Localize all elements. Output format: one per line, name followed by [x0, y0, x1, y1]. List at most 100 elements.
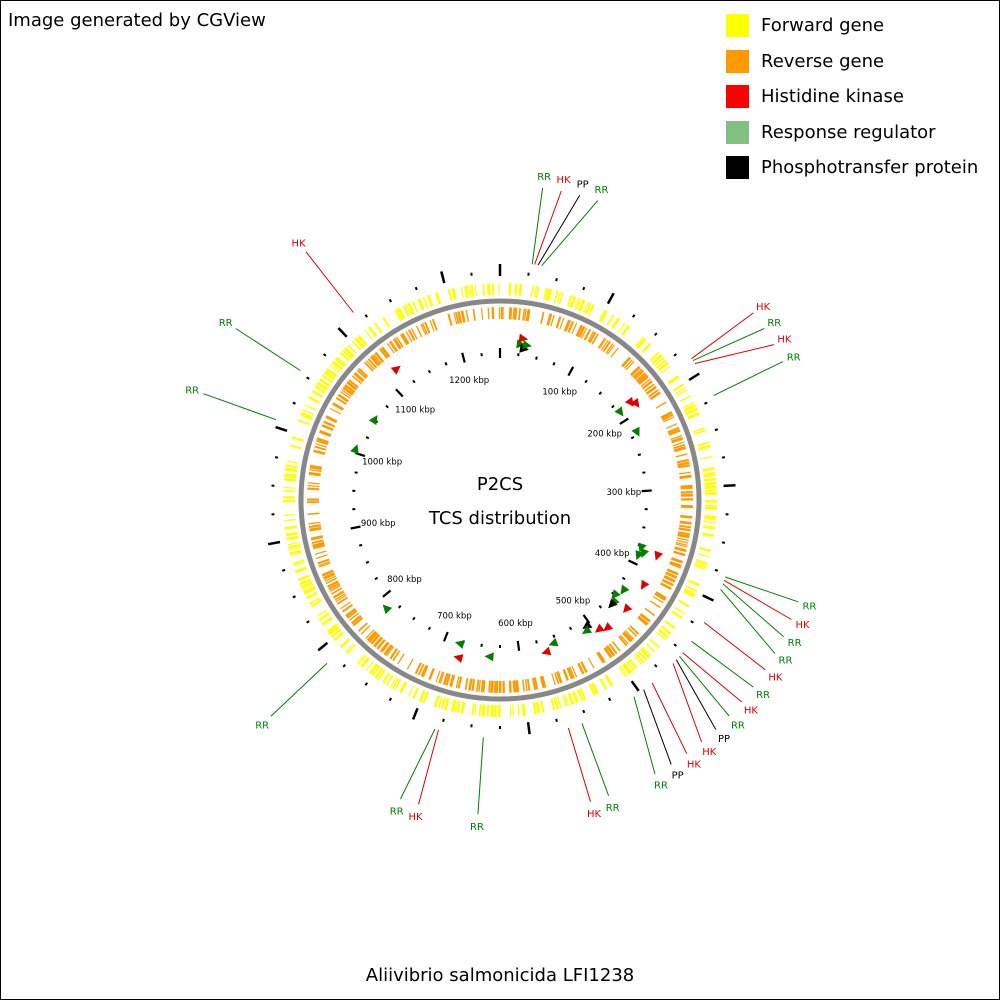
reverse-gene-bar [611, 641, 621, 652]
outer-tick [281, 568, 286, 572]
reverse-gene-bar [665, 571, 678, 579]
reverse-gene-bar [668, 428, 681, 436]
reverse-gene-bar [540, 311, 545, 324]
legend-label: Histidine kinase [761, 86, 904, 108]
forward-gene-bar [422, 296, 429, 309]
forward-gene-bar [316, 381, 329, 391]
forward-gene-bar [514, 283, 518, 296]
forward-gene-bar [412, 300, 419, 313]
forward-gene-bar [704, 514, 717, 519]
forward-gene-bar [294, 566, 308, 574]
forward-gene-bar [543, 287, 547, 300]
reverse-gene-bar [566, 667, 574, 680]
forward-gene-bar [297, 574, 311, 582]
reverse-gene-bar [567, 320, 575, 333]
outer-tick [526, 722, 531, 735]
forward-gene-bar [330, 628, 342, 638]
forward-gene-bar [351, 340, 361, 351]
reverse-gene-bar [308, 471, 321, 477]
center-subtitle: TCS distribution [428, 508, 571, 529]
reverse-gene-bar [680, 514, 693, 519]
forward-gene-bar [693, 429, 706, 436]
forward-gene-bar [704, 506, 717, 510]
reverse-gene-bar [512, 307, 515, 320]
reverse-gene-bar [348, 379, 359, 389]
ruler-minor-tick [642, 471, 646, 474]
ruler-minor-tick [365, 560, 370, 564]
callout-label: HK [687, 759, 702, 770]
callout-label: HK [702, 747, 717, 758]
forward-gene-bar [574, 297, 580, 310]
reverse-gene-bar [522, 308, 526, 321]
reverse-gene-bar [678, 527, 691, 532]
callout-label: RR [185, 386, 199, 397]
forward-gene-bar [451, 287, 457, 301]
forward-gene-bar [576, 689, 584, 702]
forward-gene-bar [395, 308, 404, 321]
reverse-gene-bar [649, 391, 661, 401]
response-regulator-marker [635, 550, 644, 561]
callout-leader [682, 652, 743, 703]
histidine-kinase-marker [640, 579, 650, 590]
reverse-gene-bar [660, 582, 672, 591]
reverse-gene-bar [577, 325, 586, 338]
ruler-minor-tick [611, 404, 615, 409]
forward-gene-bar [530, 285, 534, 298]
forward-gene-bar [550, 698, 556, 711]
reverse-gene-bar [661, 578, 674, 587]
reverse-gene-bar [637, 616, 649, 626]
callout-label: PP [718, 734, 730, 745]
forward-gene-bar [460, 701, 466, 714]
forward-gene-bar [685, 407, 698, 416]
callout-leader [720, 588, 776, 654]
forward-gene-bar [532, 702, 537, 715]
callout-leader [692, 328, 765, 362]
reverse-gene-bar [587, 657, 595, 669]
forward-gene-bar [539, 700, 545, 713]
histidine-kinase-marker [624, 396, 634, 407]
ruler-minor-tick [444, 362, 448, 366]
histidine-kinase-marker [594, 623, 605, 633]
forward-gene-bar [684, 404, 696, 413]
reverse-gene-bar [468, 678, 473, 691]
reverse-gene-bar [390, 340, 398, 352]
forward-gene-bar [620, 324, 631, 336]
ruler-minor-tick [374, 576, 379, 581]
reverse-gene-bar [414, 662, 422, 675]
reverse-gene-bar [526, 678, 531, 691]
reverse-gene-bar [619, 634, 629, 645]
forward-gene-bar [284, 467, 298, 473]
reverse-gene-bar [460, 310, 466, 323]
reverse-gene-bar [379, 641, 390, 653]
reverse-gene-bar [465, 309, 470, 322]
callout-label: RR [606, 803, 620, 814]
callout-leader [691, 640, 754, 688]
forward-gene-bar [316, 609, 328, 617]
forward-gene-bar [443, 697, 450, 711]
forward-gene-bar [399, 681, 408, 694]
forward-gene-bar [517, 704, 520, 717]
forward-gene-bar [678, 599, 690, 608]
response-regulator-marker [382, 604, 393, 615]
reverse-gene-bar [622, 631, 633, 643]
ruler-label: 200 kbp [587, 430, 622, 440]
forward-gene-bar [447, 288, 453, 302]
forward-gene-bar [377, 668, 386, 681]
callout-leader [723, 579, 792, 620]
forward-gene-bar [333, 631, 345, 642]
reverse-gene-bar [309, 466, 322, 471]
reverse-gene-bar [630, 365, 641, 377]
reverse-gene-bar [318, 562, 331, 568]
reverse-gene-bar [492, 680, 494, 693]
reverse-gene-bar [373, 636, 384, 648]
forward-gene-bar [557, 696, 562, 709]
reverse-gene-bar [343, 384, 356, 394]
ruler-minor-tick [637, 453, 642, 457]
callout-label: RR [802, 602, 816, 613]
callout-label: HK [756, 302, 771, 313]
callout-label: HK [777, 335, 792, 346]
reverse-gene-bar [597, 651, 606, 663]
reverse-gene-bar [666, 568, 679, 576]
forward-gene-bar [704, 485, 717, 490]
forward-gene-bar [360, 656, 371, 668]
